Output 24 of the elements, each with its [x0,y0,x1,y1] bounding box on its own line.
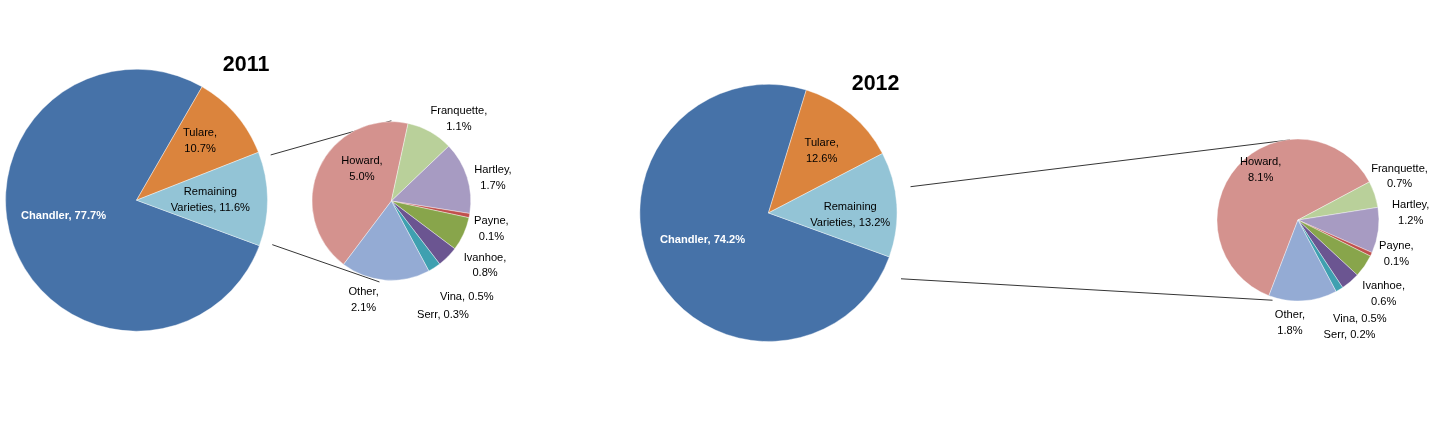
data-label: Chandler, 74.2% [659,233,746,246]
chart-title: 2011 [222,51,270,76]
data-label: Remaining Varieties, 13.2% [810,199,891,228]
data-label: Other, 1.8% [1274,307,1306,336]
data-label: Payne, 0.1% [1379,239,1414,268]
data-label: Ivanhoe, 0.8% [463,250,507,279]
data-label: Tulare, 10.7% [182,125,218,154]
data-label: Vina, 0.5% [1333,312,1387,325]
data-label: Tulare, 12.6% [804,136,839,165]
data-label: Howard, 8.1% [1239,155,1282,184]
data-label: Serr, 0.2% [1323,328,1376,341]
data-label: Howard, 5.0% [341,153,383,182]
data-label: Hartley, 1.2% [1391,198,1430,227]
data-label: Vina, 0.5% [440,290,494,303]
data-label: Remaining Varieties, 11.6% [170,185,251,214]
data-label: Hartley, 1.7% [474,163,512,192]
data-label: Ivanhoe, 0.6% [1362,279,1405,307]
data-label: Chandler, 77.7% [20,209,107,222]
chart-title: 2012 [851,70,900,95]
data-label: Franquette, 1.1% [430,104,488,133]
data-label: Other, 2.1% [348,284,379,313]
data-label: Franquette, 0.7% [1371,161,1428,190]
data-label: Payne, 0.1% [474,214,509,242]
data-label: Serr, 0.3% [417,307,470,320]
